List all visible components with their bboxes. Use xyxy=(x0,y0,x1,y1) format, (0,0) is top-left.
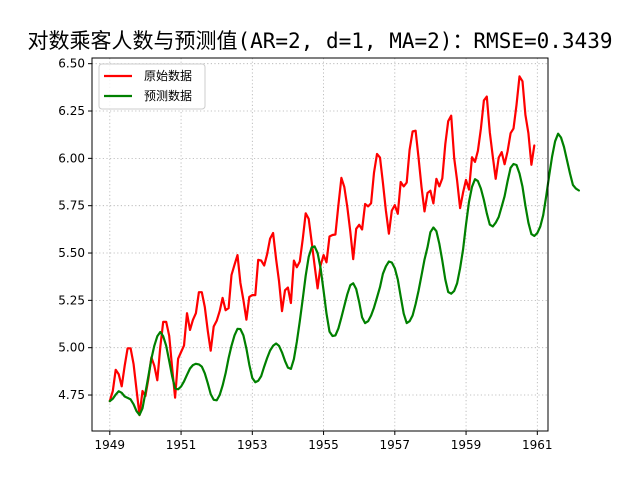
y-tick-label: 4.75 xyxy=(58,388,85,402)
y-tick-label: 5.50 xyxy=(58,246,85,260)
chart-title: 对数乘客人数与预测值(AR=2, d=1, MA=2)：RMSE=0.3439 xyxy=(27,29,612,53)
y-tick-label: 5.75 xyxy=(58,199,85,213)
x-tick-label: 1961 xyxy=(522,438,553,452)
series-line-original xyxy=(108,75,536,417)
plot-area-frame xyxy=(91,57,549,432)
grid xyxy=(92,58,548,431)
x-tick-label: 1953 xyxy=(237,438,268,452)
y-tick-label: 6.00 xyxy=(58,151,85,165)
x-tick-label: 1955 xyxy=(308,438,339,452)
legend: 原始数据 预测数据 xyxy=(98,63,206,110)
y-tick-label: 6.50 xyxy=(58,57,85,71)
series-group xyxy=(108,75,581,417)
y-tick-label: 6.25 xyxy=(58,104,85,118)
y-tick-label: 5.00 xyxy=(58,341,85,355)
legend-label-original: 原始数据 xyxy=(144,68,192,83)
x-tick-label: 1951 xyxy=(166,438,197,452)
x-tick-label: 1949 xyxy=(95,438,126,452)
x-tick-label: 1959 xyxy=(451,438,482,452)
series-line-predicted xyxy=(108,132,581,416)
x-tick-label: 1957 xyxy=(380,438,411,452)
y-axis: 4.75 5.00 5.25 5.50 5.75 6.00 6.25 6.50 xyxy=(58,57,92,402)
x-axis: 1949 1951 1953 1955 1957 1959 1961 xyxy=(95,431,553,452)
legend-label-predicted: 预测数据 xyxy=(144,88,192,103)
y-tick-label: 5.25 xyxy=(58,293,85,307)
